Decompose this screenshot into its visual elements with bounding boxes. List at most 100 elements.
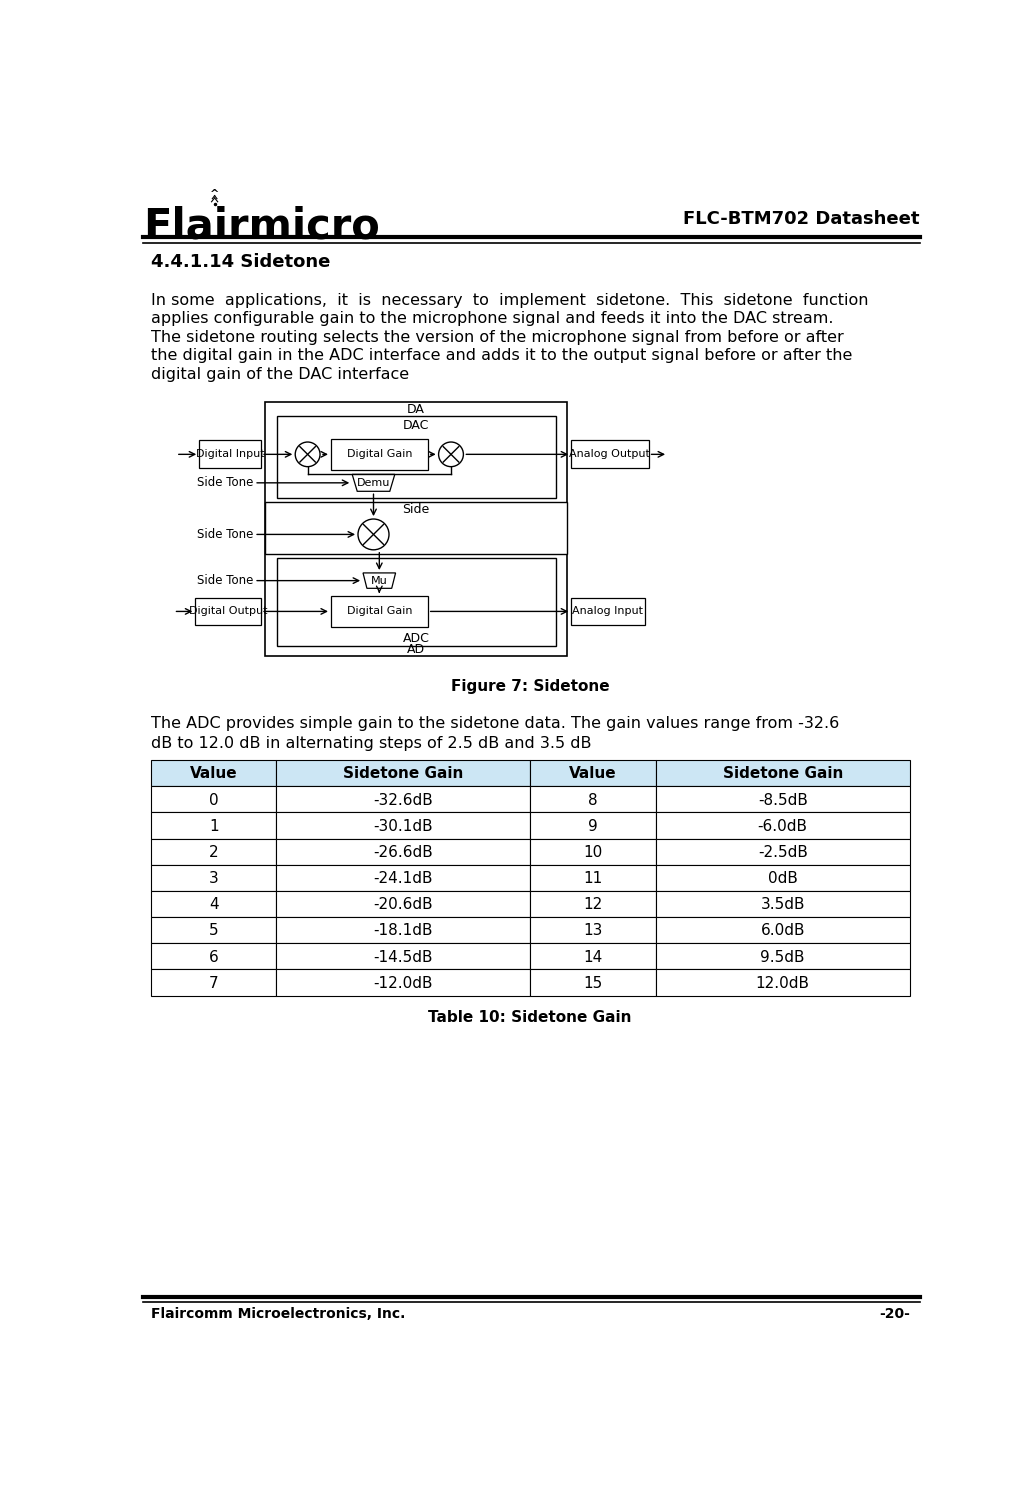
Text: -6.0dB: -6.0dB: [758, 819, 807, 834]
Text: the digital gain in the ADC interface and adds it to the output signal before or: the digital gain in the ADC interface an…: [151, 348, 853, 363]
Bar: [331, 439, 427, 469]
Text: 12: 12: [584, 898, 602, 913]
Text: Side Tone: Side Tone: [197, 575, 254, 587]
Text: 15: 15: [584, 975, 602, 990]
Text: DAC: DAC: [403, 418, 430, 432]
Text: ADC: ADC: [403, 631, 430, 645]
Text: 1: 1: [209, 819, 218, 834]
Bar: [655, 890, 910, 917]
Bar: [530, 944, 655, 969]
Text: Digital Gain: Digital Gain: [347, 606, 412, 616]
Circle shape: [295, 442, 320, 466]
Text: 9: 9: [588, 819, 598, 834]
Text: -26.6dB: -26.6dB: [374, 844, 434, 861]
Text: -2.5dB: -2.5dB: [758, 844, 807, 861]
Bar: [530, 890, 655, 917]
Text: Side: Side: [403, 503, 430, 517]
Text: 6: 6: [209, 950, 218, 965]
Text: 9.5dB: 9.5dB: [761, 950, 805, 965]
Bar: [196, 597, 261, 625]
Bar: [276, 838, 530, 865]
Bar: [530, 786, 655, 813]
Text: The sidetone routing selects the version of the microphone signal from before or: The sidetone routing selects the version…: [151, 329, 844, 344]
Text: Sidetone Gain: Sidetone Gain: [344, 767, 464, 782]
Bar: [265, 402, 567, 657]
Bar: [655, 917, 910, 944]
Bar: [655, 865, 910, 890]
Circle shape: [358, 520, 389, 549]
Bar: [276, 890, 530, 917]
Text: dB to 12.0 dB in alternating steps of 2.5 dB and 3.5 dB: dB to 12.0 dB in alternating steps of 2.…: [151, 736, 592, 750]
Text: -18.1dB: -18.1dB: [374, 923, 433, 938]
Bar: [265, 502, 567, 554]
Bar: [276, 917, 530, 944]
Text: 8: 8: [588, 792, 598, 807]
Text: Demu: Demu: [357, 478, 390, 488]
Text: 14: 14: [584, 950, 602, 965]
Text: -20-: -20-: [879, 1307, 910, 1321]
Bar: [276, 786, 530, 813]
Bar: [276, 759, 530, 786]
Bar: [151, 890, 276, 917]
Bar: [530, 813, 655, 838]
Polygon shape: [352, 475, 394, 491]
Text: digital gain of the DAC interface: digital gain of the DAC interface: [151, 366, 409, 381]
Text: Analog Output: Analog Output: [569, 450, 650, 459]
Text: Sidetone Gain: Sidetone Gain: [722, 767, 842, 782]
Text: Value: Value: [189, 767, 237, 782]
Text: applies configurable gain to the microphone signal and feeds it into the DAC str: applies configurable gain to the microph…: [151, 311, 833, 326]
Polygon shape: [363, 573, 395, 588]
Bar: [655, 944, 910, 969]
Text: Analog Input: Analog Input: [572, 606, 644, 616]
Text: 5: 5: [209, 923, 218, 938]
Bar: [530, 917, 655, 944]
Text: Side Tone: Side Tone: [197, 529, 254, 541]
Bar: [655, 786, 910, 813]
Text: 6.0dB: 6.0dB: [761, 923, 805, 938]
Text: 0dB: 0dB: [768, 871, 798, 886]
Bar: [655, 759, 910, 786]
Bar: [530, 865, 655, 890]
Bar: [151, 969, 276, 996]
Circle shape: [439, 442, 464, 466]
Text: 3.5dB: 3.5dB: [761, 898, 805, 913]
Bar: [655, 838, 910, 865]
Text: Digital Output: Digital Output: [189, 606, 267, 616]
Text: -32.6dB: -32.6dB: [374, 792, 434, 807]
Bar: [151, 944, 276, 969]
Bar: [530, 759, 655, 786]
Text: 2: 2: [209, 844, 218, 861]
Bar: [655, 969, 910, 996]
Bar: [199, 441, 261, 468]
Bar: [571, 597, 645, 625]
Text: 13: 13: [584, 923, 602, 938]
Text: Digital Gain: Digital Gain: [347, 450, 412, 459]
Text: 0: 0: [209, 792, 218, 807]
Text: DA: DA: [407, 404, 425, 417]
Bar: [571, 441, 649, 468]
Bar: [151, 813, 276, 838]
Text: -8.5dB: -8.5dB: [758, 792, 807, 807]
Text: AD: AD: [407, 643, 425, 657]
Text: Flairmicro: Flairmicro: [143, 205, 380, 247]
Bar: [151, 786, 276, 813]
Text: Figure 7: Sidetone: Figure 7: Sidetone: [450, 679, 610, 694]
Text: ^: ^: [210, 189, 219, 200]
Text: Side Tone: Side Tone: [197, 476, 254, 490]
Text: 4.4.1.14 Sidetone: 4.4.1.14 Sidetone: [151, 253, 330, 271]
Text: 7: 7: [209, 975, 218, 990]
Text: 4: 4: [209, 898, 218, 913]
Bar: [151, 759, 276, 786]
Text: Value: Value: [569, 767, 617, 782]
Text: -30.1dB: -30.1dB: [374, 819, 434, 834]
Bar: [151, 917, 276, 944]
Text: Digital Input: Digital Input: [196, 450, 264, 459]
Bar: [276, 944, 530, 969]
Text: In some  applications,  it  is  necessary  to  implement  sidetone.  This  sidet: In some applications, it is necessary to…: [151, 293, 868, 308]
Text: FLC-BTM702 Datasheet: FLC-BTM702 Datasheet: [683, 210, 920, 228]
Text: -24.1dB: -24.1dB: [374, 871, 433, 886]
Bar: [276, 865, 530, 890]
Bar: [530, 838, 655, 865]
Bar: [530, 969, 655, 996]
Text: 3: 3: [209, 871, 218, 886]
